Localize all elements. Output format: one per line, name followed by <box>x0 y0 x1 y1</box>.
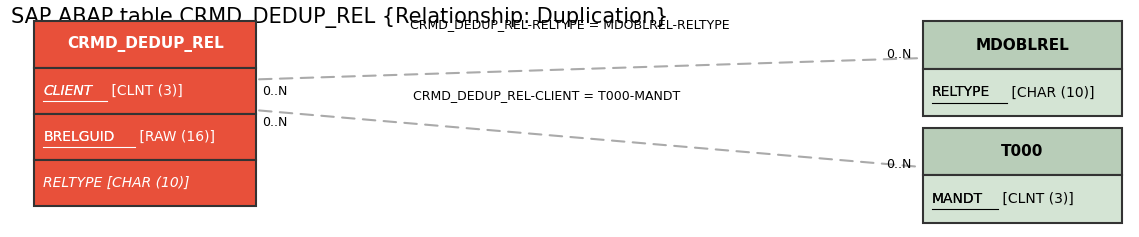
Text: MDOBLREL: MDOBLREL <box>975 37 1070 53</box>
Text: 0..N: 0..N <box>886 48 911 61</box>
Text: CRMD_DEDUP_REL: CRMD_DEDUP_REL <box>67 36 223 52</box>
Text: CRMD_DEDUP_REL-CLIENT = T000-MANDT: CRMD_DEDUP_REL-CLIENT = T000-MANDT <box>413 90 680 102</box>
Text: 0..N: 0..N <box>262 85 287 98</box>
Text: SAP ABAP table CRMD_DEDUP_REL {Relationship: Duplication}: SAP ABAP table CRMD_DEDUP_REL {Relations… <box>11 7 669 28</box>
Text: [CLNT (3)]: [CLNT (3)] <box>998 192 1073 206</box>
FancyBboxPatch shape <box>923 128 1122 175</box>
Text: [CLNT (3)]: [CLNT (3)] <box>107 84 182 98</box>
Text: CLIENT: CLIENT <box>43 84 92 98</box>
Text: MANDT: MANDT <box>932 192 983 206</box>
FancyBboxPatch shape <box>34 68 256 114</box>
Text: 0..N: 0..N <box>886 158 911 171</box>
Text: BRELGUID: BRELGUID <box>43 130 115 144</box>
Text: RELTYPE: RELTYPE <box>932 85 990 100</box>
FancyBboxPatch shape <box>923 69 1122 116</box>
Text: 0..N: 0..N <box>262 116 287 128</box>
Text: T000: T000 <box>1001 144 1043 159</box>
FancyBboxPatch shape <box>34 21 256 68</box>
Text: RELTYPE [CHAR (10)]: RELTYPE [CHAR (10)] <box>43 176 190 190</box>
Text: CLIENT: CLIENT <box>43 84 92 98</box>
FancyBboxPatch shape <box>923 175 1122 223</box>
Text: [CHAR (10)]: [CHAR (10)] <box>1007 85 1095 100</box>
FancyBboxPatch shape <box>923 21 1122 69</box>
Text: MANDT: MANDT <box>932 192 983 206</box>
Text: CRMD_DEDUP_REL-RELTYPE = MDOBLREL-RELTYPE: CRMD_DEDUP_REL-RELTYPE = MDOBLREL-RELTYP… <box>410 18 729 31</box>
Text: [RAW (16)]: [RAW (16)] <box>136 130 215 144</box>
FancyBboxPatch shape <box>34 160 256 206</box>
Text: BRELGUID: BRELGUID <box>43 130 115 144</box>
FancyBboxPatch shape <box>34 114 256 160</box>
Text: RELTYPE: RELTYPE <box>932 85 990 100</box>
